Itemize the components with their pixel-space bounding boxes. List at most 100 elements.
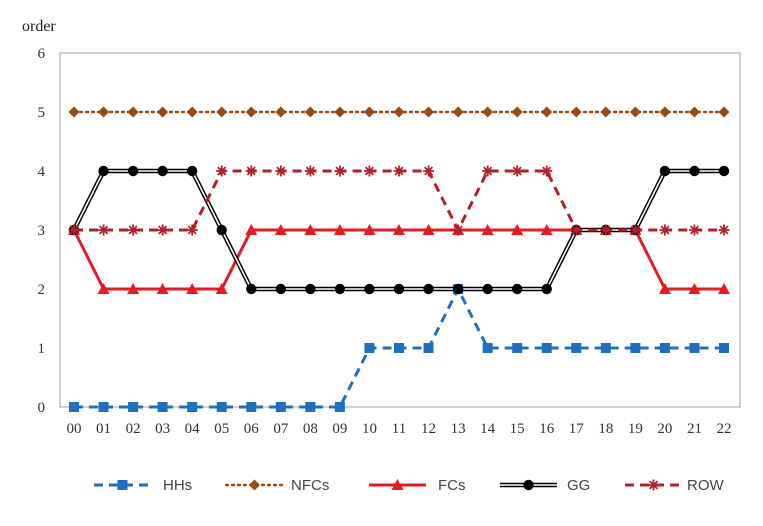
data-point-nfcs [541,106,553,118]
data-point-fcs [215,283,228,294]
data-point-row [659,224,671,236]
data-point-nfcs [186,106,198,118]
data-point-nfcs [68,106,80,118]
data-point-gg [718,165,730,177]
data-point-hhs [571,343,582,353]
legend-item-hhs: HHs [94,477,192,494]
x-tick-label: 09 [332,421,347,437]
x-tick-label: 21 [687,421,702,437]
data-point-gg [659,165,671,177]
y-tick-label: 2 [38,282,46,298]
legend-label: HHs [163,477,192,494]
legend-item-row: ROW [625,477,725,494]
data-point-fcs [304,224,317,235]
data-point-row [629,224,641,236]
data-point-gg [452,283,464,295]
data-point-nfcs [600,106,612,118]
legend-marker [117,480,128,490]
y-tick-label: 0 [38,400,46,416]
data-point-hhs [334,402,345,412]
x-tick-label: 15 [510,421,525,437]
x-tick-label: 20 [657,421,672,437]
data-point-row [216,165,228,177]
x-tick-label: 14 [480,421,496,437]
data-point-nfcs [98,106,110,118]
data-point-row [688,224,700,236]
data-point-hhs [512,343,523,353]
data-point-nfcs [245,106,257,118]
data-point-row [363,165,375,177]
data-point-row [718,224,730,236]
data-point-nfcs [570,106,582,118]
data-point-nfcs [216,106,228,118]
data-point-hhs [630,343,641,353]
data-point-fcs [422,224,435,235]
data-point-row [186,224,198,236]
x-tick-label: 06 [244,421,260,437]
x-tick-label: 19 [628,421,643,437]
data-point-hhs [98,402,109,412]
data-point-fcs [688,283,701,294]
data-point-nfcs [334,106,346,118]
legend-label: NFCs [291,477,329,494]
data-point-gg [393,283,405,295]
legend-label: FCs [438,477,466,494]
data-point-nfcs [718,106,730,118]
data-point-gg [246,283,257,295]
x-tick-label: 17 [569,421,585,437]
legend-marker [523,479,534,491]
data-point-row [334,165,346,177]
data-point-fcs [274,224,287,235]
legend-label: GG [567,477,590,494]
data-point-nfcs [393,106,405,118]
x-tick-label: 22 [717,421,732,437]
data-point-row [98,224,110,236]
y-tick-label: 6 [38,46,46,62]
data-point-row [511,165,523,177]
x-tick-label: 13 [451,421,466,437]
data-point-row [68,224,80,236]
data-point-row [304,165,316,177]
x-tick-label: 07 [273,421,289,437]
data-point-fcs [333,224,346,235]
data-point-fcs [393,224,405,235]
data-point-hhs [187,402,198,412]
legend: HHs NFCs FCs GG ROW [94,477,725,494]
data-point-fcs [511,224,524,235]
data-point-hhs [659,343,670,353]
data-point-nfcs [275,106,287,118]
x-tick-label: 00 [67,421,82,437]
data-point-row [275,165,287,177]
x-tick-label: 11 [392,421,406,437]
data-point-row [570,224,582,236]
x-tick-label: 01 [96,421,111,437]
x-tick-label: 18 [598,421,613,437]
data-point-gg [275,283,287,295]
x-tick-label: 10 [362,421,377,437]
data-point-fcs [481,224,494,235]
data-point-gg [511,283,523,295]
data-point-nfcs [363,106,375,118]
data-point-fcs [363,224,376,235]
data-point-hhs [275,402,286,412]
data-point-nfcs [629,106,641,118]
legend-item-fcs: FCs [369,477,466,494]
data-point-hhs [69,402,79,412]
x-tick-label: 02 [126,421,141,437]
data-point-nfcs [304,106,316,118]
legend-label: ROW [687,477,725,494]
data-point-nfcs [511,106,523,118]
data-point-gg [186,165,198,177]
data-point-nfcs [688,106,700,118]
data-point-hhs [719,343,729,353]
data-point-row [482,165,494,177]
data-point-row [127,224,139,236]
x-tick-label: 08 [303,421,318,437]
data-point-fcs [658,283,671,294]
y-tick-label: 4 [38,164,46,180]
data-point-row [245,165,257,177]
data-point-gg [127,165,139,177]
legend-marker [391,479,404,490]
data-point-nfcs [157,106,169,118]
